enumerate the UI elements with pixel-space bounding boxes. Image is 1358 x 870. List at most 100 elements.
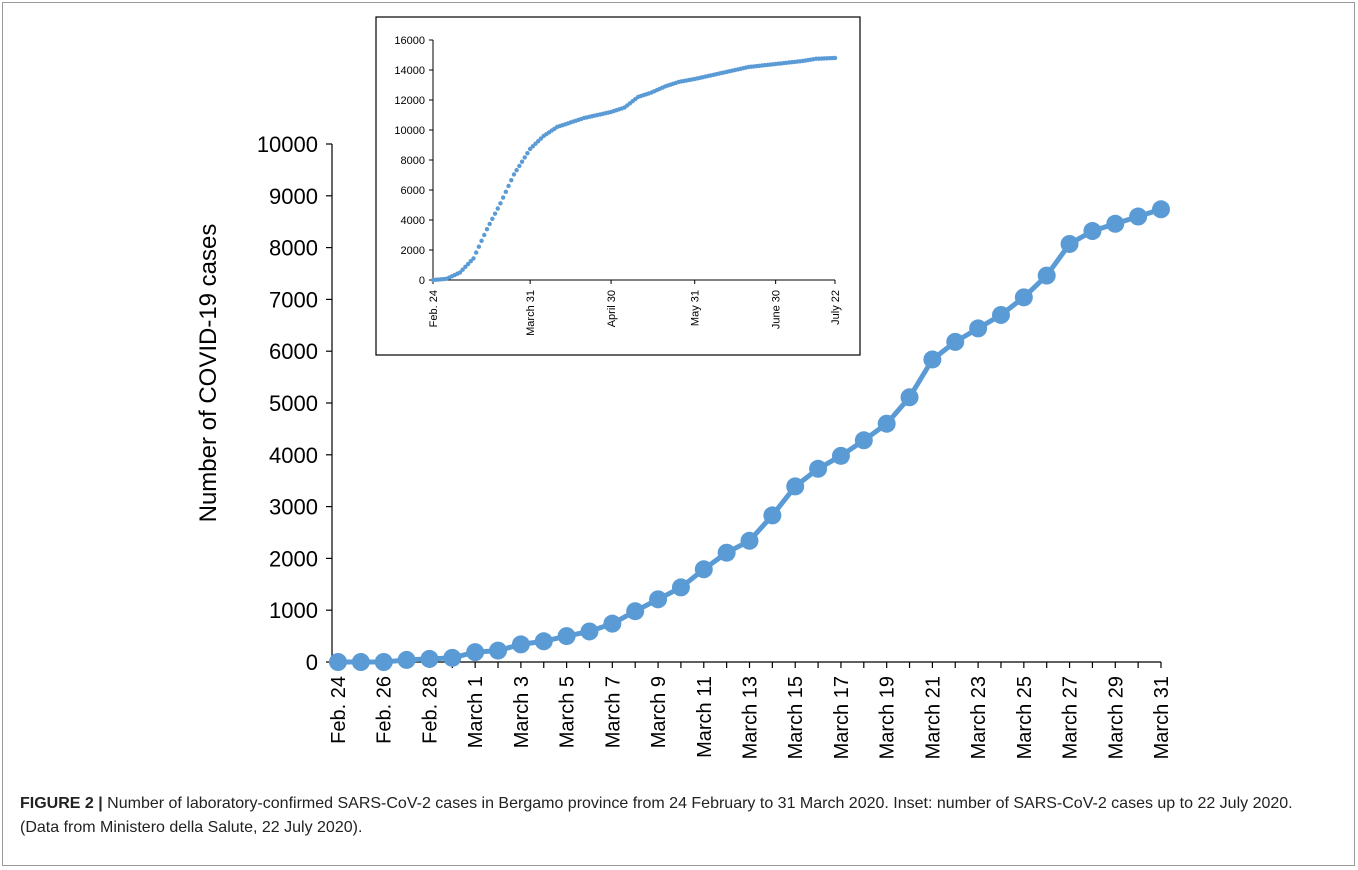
data-point [649, 590, 668, 609]
data-point [854, 431, 873, 450]
inset-data-point [503, 189, 509, 194]
inset-y-tick-label: 2000 [401, 245, 425, 257]
inset-y-tick-label: 14000 [394, 65, 425, 77]
data-point [671, 578, 690, 597]
data-point [580, 622, 599, 641]
inset-data-point [473, 250, 479, 255]
y-tick-label: 6000 [269, 339, 318, 364]
data-point [1152, 200, 1170, 219]
inset-y-tick-label: 6000 [401, 185, 425, 197]
inset-y-tick-label: 8000 [401, 155, 425, 167]
x-tick-label: Feb. 28 [419, 676, 441, 744]
data-point [900, 388, 919, 407]
x-tick-label: March 21 [922, 676, 944, 759]
x-tick-label: March 5 [557, 676, 579, 748]
data-point [626, 602, 645, 621]
x-tick-label: March 25 [1014, 676, 1036, 759]
data-point [694, 560, 713, 579]
inset-data-point [479, 238, 484, 244]
inset-data-point [509, 177, 514, 183]
data-point [786, 477, 805, 496]
data-point [946, 332, 965, 351]
inset-data-point [519, 159, 525, 164]
data-point [717, 543, 736, 562]
data-point [534, 632, 553, 651]
inset-data-point [522, 155, 527, 160]
data-point [351, 653, 370, 671]
y-tick-label: 9000 [269, 184, 318, 209]
inset-chart: 0 2000 4000 6000 8000 10000 12000 14000 16000 Feb… [375, 16, 861, 356]
data-point [557, 627, 576, 646]
data-point [1060, 234, 1079, 253]
data-point [420, 649, 439, 668]
data-point [809, 459, 828, 478]
x-tick-label: Feb. 26 [374, 676, 396, 744]
x-tick-label: March 1 [465, 676, 487, 748]
data-point [831, 446, 850, 465]
inset-data-point [525, 150, 530, 156]
data-point [511, 635, 530, 654]
inset-data-point [832, 55, 838, 61]
data-point [1083, 222, 1102, 241]
inset-x-tick-label: July 22 [830, 290, 842, 325]
inset-x-tick-label: May 31 [690, 290, 702, 326]
main-chart: 0 1000 2000 3000 4000 5000 6000 7000 8000 9000 100… [195, 132, 1173, 759]
inset-data-point [490, 216, 495, 222]
inset-x-tick-label: June 30 [771, 290, 783, 329]
figure-caption: FIGURE 2 | Number of laboratory-confirme… [20, 792, 1335, 840]
y-tick-label: 10000 [257, 132, 318, 157]
x-tick-label: March 23 [968, 676, 990, 759]
figure-label: FIGURE 2 | [20, 795, 103, 812]
y-tick-label: 4000 [269, 443, 318, 468]
data-point [740, 531, 759, 550]
data-point [489, 641, 508, 660]
inset-data-point [460, 267, 465, 272]
data-point [1129, 207, 1148, 226]
inset-y-tick-label: 4000 [401, 215, 425, 227]
y-tick-label: 8000 [269, 236, 318, 261]
inset-x-tick-label: April 30 [606, 290, 618, 327]
data-point [923, 350, 942, 369]
x-tick-label: March 7 [602, 676, 624, 748]
data-point [603, 614, 622, 633]
y-tick-label: 1000 [269, 598, 318, 623]
x-tick-label: March 15 [785, 676, 807, 759]
inset-data-point [498, 201, 503, 206]
inset-y-tick-label: 10000 [394, 125, 425, 137]
y-axis-label: Number of COVID-19 cases [195, 224, 222, 523]
data-point [991, 305, 1010, 324]
inset-data-point [476, 244, 482, 249]
inset-y-tick-label: 0 [419, 275, 425, 287]
inset-data-point [492, 211, 498, 216]
inset-data-point [495, 206, 500, 211]
data-point [1106, 214, 1125, 233]
inset-x-tick-label: Feb. 24 [428, 290, 440, 327]
data-point [397, 650, 416, 669]
inset-frame [375, 16, 861, 356]
inset-x-tick-label: March 31 [525, 290, 537, 336]
y-tick-label: 5000 [269, 391, 318, 416]
data-point [763, 506, 782, 525]
inset-y-tick-label: 16000 [394, 35, 425, 47]
x-tick-label: March 27 [1060, 676, 1082, 759]
x-tick-label: March 13 [740, 676, 762, 759]
caption-text: Number of laboratory-confirmed SARS-CoV-… [20, 795, 1293, 836]
y-tick-label: 3000 [269, 495, 318, 520]
x-tick-label: March 11 [694, 676, 716, 758]
x-tick-label: March 3 [511, 676, 533, 748]
inset-data-point [471, 256, 476, 261]
inset-data-point [506, 183, 511, 189]
inset-y-tick-label: 12000 [394, 95, 425, 107]
y-tick-label: 0 [306, 650, 318, 675]
x-tick-label: Feb. 24 [328, 676, 350, 744]
data-point [374, 653, 393, 671]
inset-data-point [482, 232, 487, 238]
inset-data-point [500, 195, 506, 200]
inset-data-point [457, 270, 463, 275]
data-point [329, 653, 347, 671]
inset-data-point [484, 226, 490, 232]
inset-data-point [465, 261, 471, 267]
inset-data-point [487, 221, 492, 227]
x-tick-label: March 9 [648, 676, 670, 748]
